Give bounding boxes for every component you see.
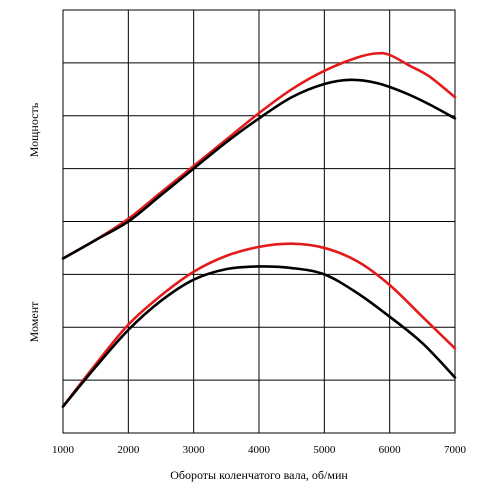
x-tick-label: 2000	[117, 444, 140, 456]
x-tick-label: 5000	[313, 444, 336, 456]
power-curve-black	[61, 78, 457, 260]
x-tick-label: 7000	[444, 444, 467, 456]
chart-series	[61, 51, 457, 408]
x-tick-label: 3000	[183, 444, 206, 456]
torque-axis-label: Момент	[27, 301, 41, 342]
torque-curve-black	[61, 265, 457, 408]
x-tick-label: 6000	[379, 444, 402, 456]
plot-frame	[62, 9, 456, 434]
x-tick-label: 1000	[52, 444, 75, 456]
power-curve-red	[61, 51, 457, 260]
torque-curve-red	[61, 242, 457, 408]
x-tick-label: 4000	[248, 444, 271, 456]
x-axis-label: Обороты коленчатого вала, об/мин	[170, 468, 348, 482]
chart-grid	[63, 10, 455, 433]
power-axis-label: Мощность	[27, 102, 41, 157]
x-tick-labels: 1000 2000 3000 4000 5000 6000 7000	[52, 444, 467, 456]
